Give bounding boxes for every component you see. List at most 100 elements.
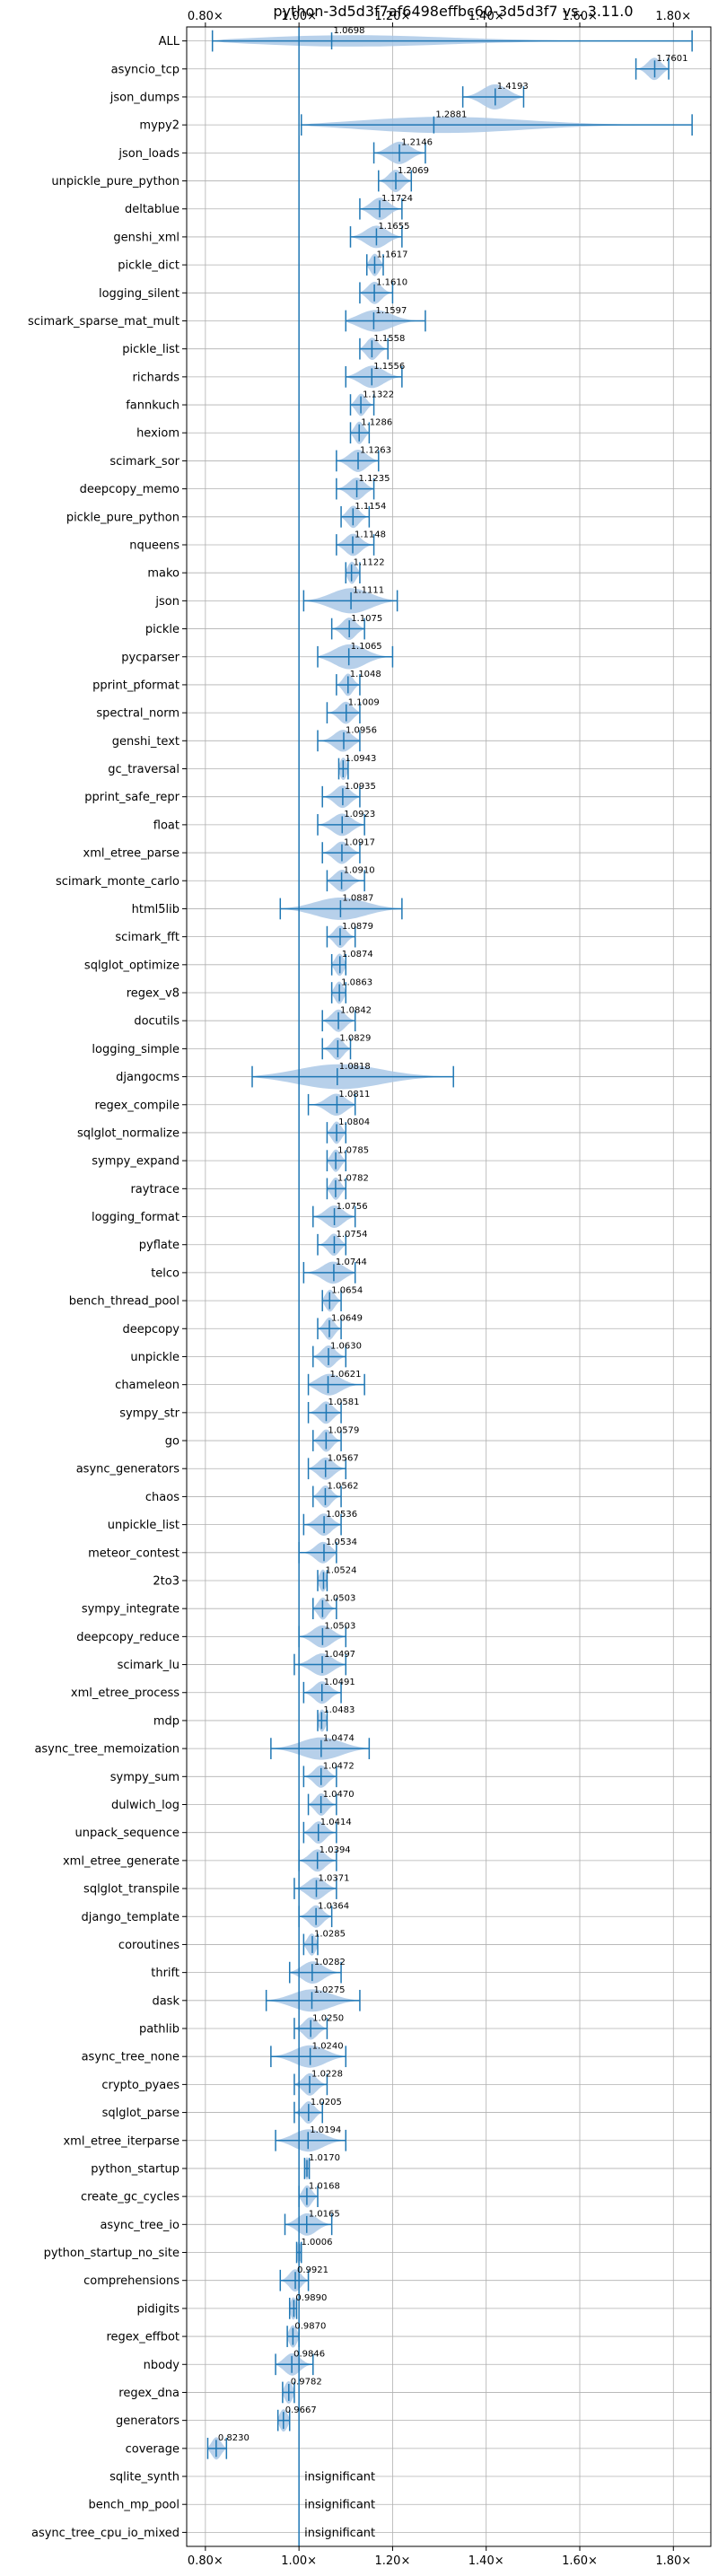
benchmark-label: async_tree_io xyxy=(100,2219,180,2232)
value-label: 0.9921 xyxy=(297,2265,328,2275)
value-label: 1.0524 xyxy=(325,1565,356,1575)
chart-marks xyxy=(206,27,693,2546)
x-tick-label-bottom: 0.80× xyxy=(188,2554,223,2568)
value-label: 1.1655 xyxy=(378,222,409,232)
value-label: 1.0943 xyxy=(345,754,376,764)
benchmark-label: sqlglot_parse xyxy=(102,2107,180,2120)
value-label: 1.1148 xyxy=(355,530,386,539)
benchmark-label: create_gc_cycles xyxy=(81,2191,180,2204)
value-label: 1.0630 xyxy=(330,1342,362,1352)
value-label: 1.0503 xyxy=(324,1622,355,1632)
benchmark-label: dulwich_log xyxy=(111,1799,180,1812)
benchmark-label: pickle xyxy=(145,623,180,636)
value-label: 1.0782 xyxy=(337,1174,369,1184)
x-tick-label-bottom: 1.40× xyxy=(468,2554,504,2568)
benchmark-label: logging_format xyxy=(92,1211,180,1224)
benchmark-label: pidigits xyxy=(137,2302,180,2316)
value-label: 1.0194 xyxy=(310,2125,341,2135)
value-label: 0.9890 xyxy=(295,2293,327,2303)
value-label: 1.0483 xyxy=(323,1705,355,1715)
x-tick-label-top: 1.20× xyxy=(375,10,411,23)
benchmark-label: hexiom xyxy=(136,427,180,441)
value-label: 1.0956 xyxy=(346,726,377,736)
value-label: 1.0621 xyxy=(330,1370,362,1380)
benchmark-label: djangocms xyxy=(116,1071,180,1084)
benchmark-label: crypto_pyaes xyxy=(101,2079,180,2092)
value-label: 1.7601 xyxy=(656,54,687,64)
benchmark-label: raytrace xyxy=(130,1183,180,1196)
value-label: 1.0562 xyxy=(327,1482,358,1492)
benchmark-label: deepcopy_reduce xyxy=(76,1631,180,1644)
benchmark-label: pprint_pformat xyxy=(92,679,180,692)
value-label: 1.0698 xyxy=(334,26,365,36)
benchmark-label: 2to3 xyxy=(153,1574,180,1588)
benchmark-label: sqlglot_transpile xyxy=(83,1883,180,1897)
value-label: 1.0414 xyxy=(320,1818,352,1827)
value-label: 1.0534 xyxy=(326,1538,357,1547)
benchmark-label: pickle_dict xyxy=(118,259,180,273)
value-label: 0.8230 xyxy=(218,2433,250,2443)
x-tick-label-bottom: 1.80× xyxy=(655,2554,691,2568)
benchmark-label: meteor_contest xyxy=(88,1546,180,1560)
insignificant-label: insignificant xyxy=(304,2471,375,2484)
benchmark-label: pyflate xyxy=(139,1239,180,1252)
value-label: 1.4193 xyxy=(497,82,529,92)
value-label: 1.1597 xyxy=(375,306,407,316)
x-tick-label-top: 1.40× xyxy=(468,10,504,23)
value-label: 1.2069 xyxy=(398,166,429,176)
benchmark-label: sqlglot_normalize xyxy=(77,1126,180,1140)
value-label: 1.0874 xyxy=(342,950,373,959)
value-label: 1.1286 xyxy=(361,418,392,428)
benchmark-label: mdp xyxy=(153,1714,180,1728)
value-label: 1.0935 xyxy=(345,782,376,792)
value-label: 1.0804 xyxy=(338,1117,370,1127)
x-tick-label-bottom: 1.00× xyxy=(281,2554,317,2568)
benchmark-label: scimark_lu xyxy=(118,1659,180,1672)
benchmark-label: generators xyxy=(116,2414,180,2428)
benchmark-label: pickle_list xyxy=(122,343,180,356)
value-label: 1.0756 xyxy=(337,1202,368,1212)
benchmark-label: asyncio_tcp xyxy=(111,63,180,76)
benchmark-label: sympy_expand xyxy=(92,1155,180,1169)
benchmark-label: xml_etree_parse xyxy=(83,847,180,861)
value-label: 1.1235 xyxy=(359,474,390,484)
x-tick-label-bottom: 1.20× xyxy=(375,2554,411,2568)
benchmark-label: gc_traversal xyxy=(108,763,180,776)
value-label: 1.0879 xyxy=(342,922,373,932)
benchmark-label: unpickle xyxy=(130,1351,180,1364)
value-label: 1.0165 xyxy=(309,2210,340,2220)
benchmark-label: go xyxy=(165,1435,180,1449)
value-label: 1.0536 xyxy=(326,1510,357,1520)
benchmark-label: bench_mp_pool xyxy=(88,2499,180,2512)
value-label: 1.0910 xyxy=(344,866,375,876)
benchmark-label: sympy_str xyxy=(119,1406,180,1420)
value-label: 1.0394 xyxy=(320,1845,351,1855)
benchmark-label: mako xyxy=(147,567,180,581)
value-label: 1.0754 xyxy=(336,1230,367,1240)
benchmark-label: django_template xyxy=(82,1911,180,1924)
value-label: 1.0250 xyxy=(312,2013,344,2023)
benchmark-label: async_tree_memoization xyxy=(34,1743,180,1757)
value-label: 0.9870 xyxy=(294,2321,326,2331)
benchmark-label: telco xyxy=(151,1266,180,1280)
value-label: 1.0581 xyxy=(328,1398,359,1407)
x-tick-label-top: 1.80× xyxy=(655,10,691,23)
insignificant-label: insignificant xyxy=(304,2527,375,2540)
benchmark-label: regex_effbot xyxy=(106,2331,180,2344)
benchmark-label: xml_etree_iterparse xyxy=(63,2134,180,2148)
value-label: 1.0842 xyxy=(340,1005,372,1015)
insignificant-label: insignificant xyxy=(304,2499,375,2512)
benchmark-label: scimark_sparse_mat_mult xyxy=(28,315,180,329)
value-label: 1.0887 xyxy=(342,894,373,904)
benchmark-label: logging_silent xyxy=(99,287,180,301)
benchmark-label: pycparser xyxy=(121,651,180,664)
benchmark-label: sympy_sum xyxy=(110,1771,180,1784)
benchmark-label: coverage xyxy=(126,2442,180,2456)
value-label: 1.0818 xyxy=(339,1062,371,1072)
benchmark-label: chaos xyxy=(145,1491,180,1504)
value-label: 1.1075 xyxy=(351,614,382,624)
benchmark-label: regex_compile xyxy=(94,1099,180,1112)
benchmark-label: pprint_safe_repr xyxy=(84,791,180,804)
benchmark-label: dask xyxy=(152,1994,180,2008)
